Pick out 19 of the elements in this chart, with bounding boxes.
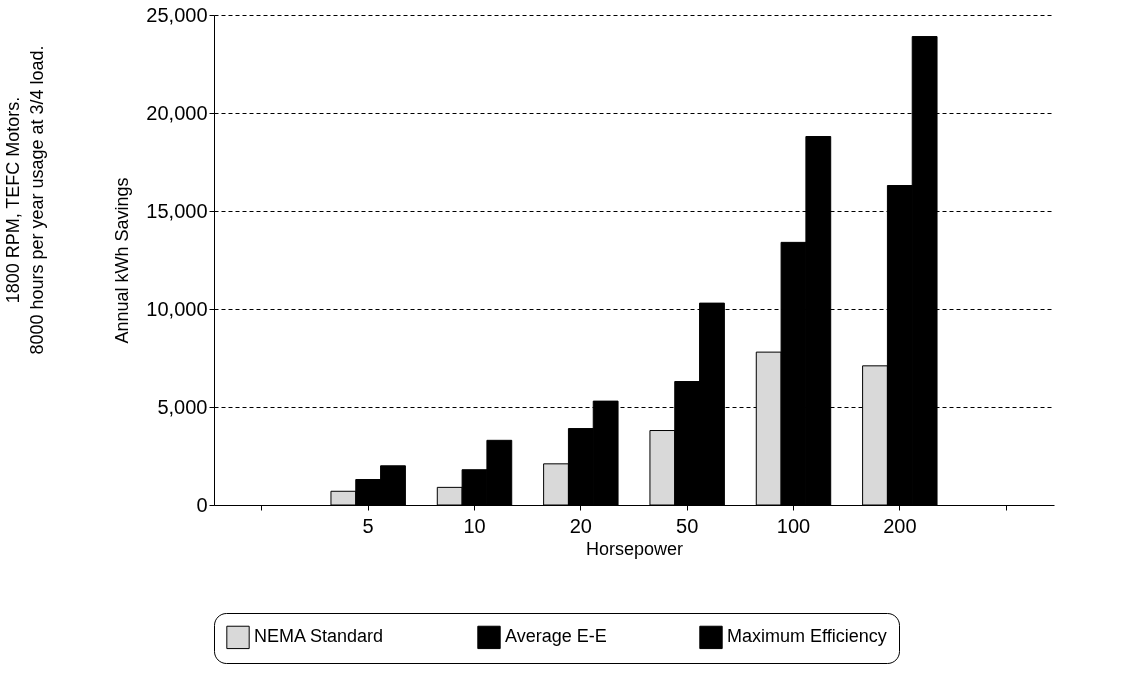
x-tick-label: 200 bbox=[883, 514, 917, 537]
x-tick-label: 5 bbox=[362, 514, 374, 537]
y-tick-label: 15,000 bbox=[146, 199, 208, 222]
x-tick-label: 20 bbox=[569, 514, 592, 537]
text: 1800 RPM, TEFC Motors. bbox=[3, 96, 23, 304]
text: 8000 hours per year usage at 3/4 load. bbox=[27, 45, 47, 355]
x-tick-label: 50 bbox=[676, 514, 699, 537]
y-tick-label: 20,000 bbox=[146, 101, 208, 124]
x-axis-title: Horsepower bbox=[585, 538, 684, 559]
legend-label: Average E-E bbox=[505, 626, 607, 647]
y-axis-title: Annual kWh Savings bbox=[112, 177, 133, 344]
x-tick-label: 10 bbox=[463, 514, 486, 537]
legend-label: NEMA Standard bbox=[254, 626, 384, 647]
legend-label: Maximum Efficiency bbox=[727, 626, 887, 647]
y-tick-label: 5,000 bbox=[157, 395, 208, 418]
y-tick-label: 10,000 bbox=[146, 297, 208, 320]
y-tick-label: 25,000 bbox=[146, 3, 208, 26]
x-tick-label: 100 bbox=[776, 514, 811, 537]
y-tick-label: 0 bbox=[196, 493, 208, 516]
